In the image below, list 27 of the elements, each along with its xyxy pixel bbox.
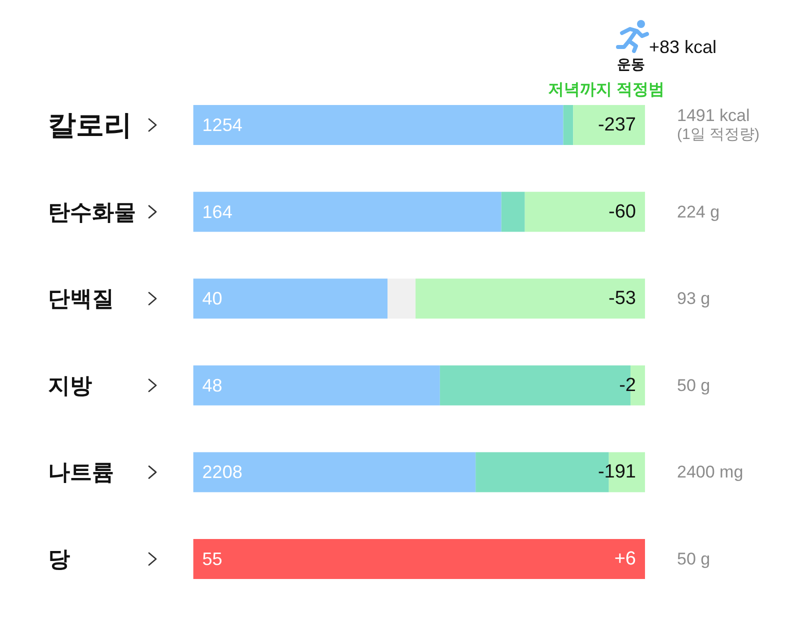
annotation: 55 xyxy=(202,549,222,569)
annotation: 40 xyxy=(202,288,222,309)
annotation: -60 xyxy=(608,201,636,222)
category: 지방 xyxy=(48,372,92,398)
category: 단백질 xyxy=(48,286,114,312)
annotation: 50 g xyxy=(677,376,710,395)
annotation: 48 xyxy=(202,375,222,396)
annotation: 2400 mg xyxy=(677,462,744,482)
annotation: 1254 xyxy=(202,115,242,135)
annotation: +6 xyxy=(614,548,636,570)
annotation: 93 g xyxy=(677,289,710,308)
category: 칼로리 xyxy=(48,110,132,140)
annotation: 1491 kcal (1일 적정량) xyxy=(677,106,760,143)
category: 탄수화물 xyxy=(48,199,136,224)
annotation: 50 g xyxy=(677,550,710,568)
category: 나트륨 xyxy=(48,460,114,485)
annotation: -237 xyxy=(598,114,636,136)
annotation: +83 kcal xyxy=(649,37,717,57)
annotation: -2 xyxy=(619,374,636,396)
category: 당 xyxy=(48,546,70,572)
annotation: 164 xyxy=(202,202,232,222)
annotation: 2208 xyxy=(202,462,242,482)
annotation: 운동 xyxy=(617,56,645,72)
annotation: 224 g xyxy=(677,202,720,222)
annotation: 저녁까지 적정범 xyxy=(548,82,664,98)
annotation: -191 xyxy=(598,462,636,483)
annotation: -53 xyxy=(608,288,636,310)
